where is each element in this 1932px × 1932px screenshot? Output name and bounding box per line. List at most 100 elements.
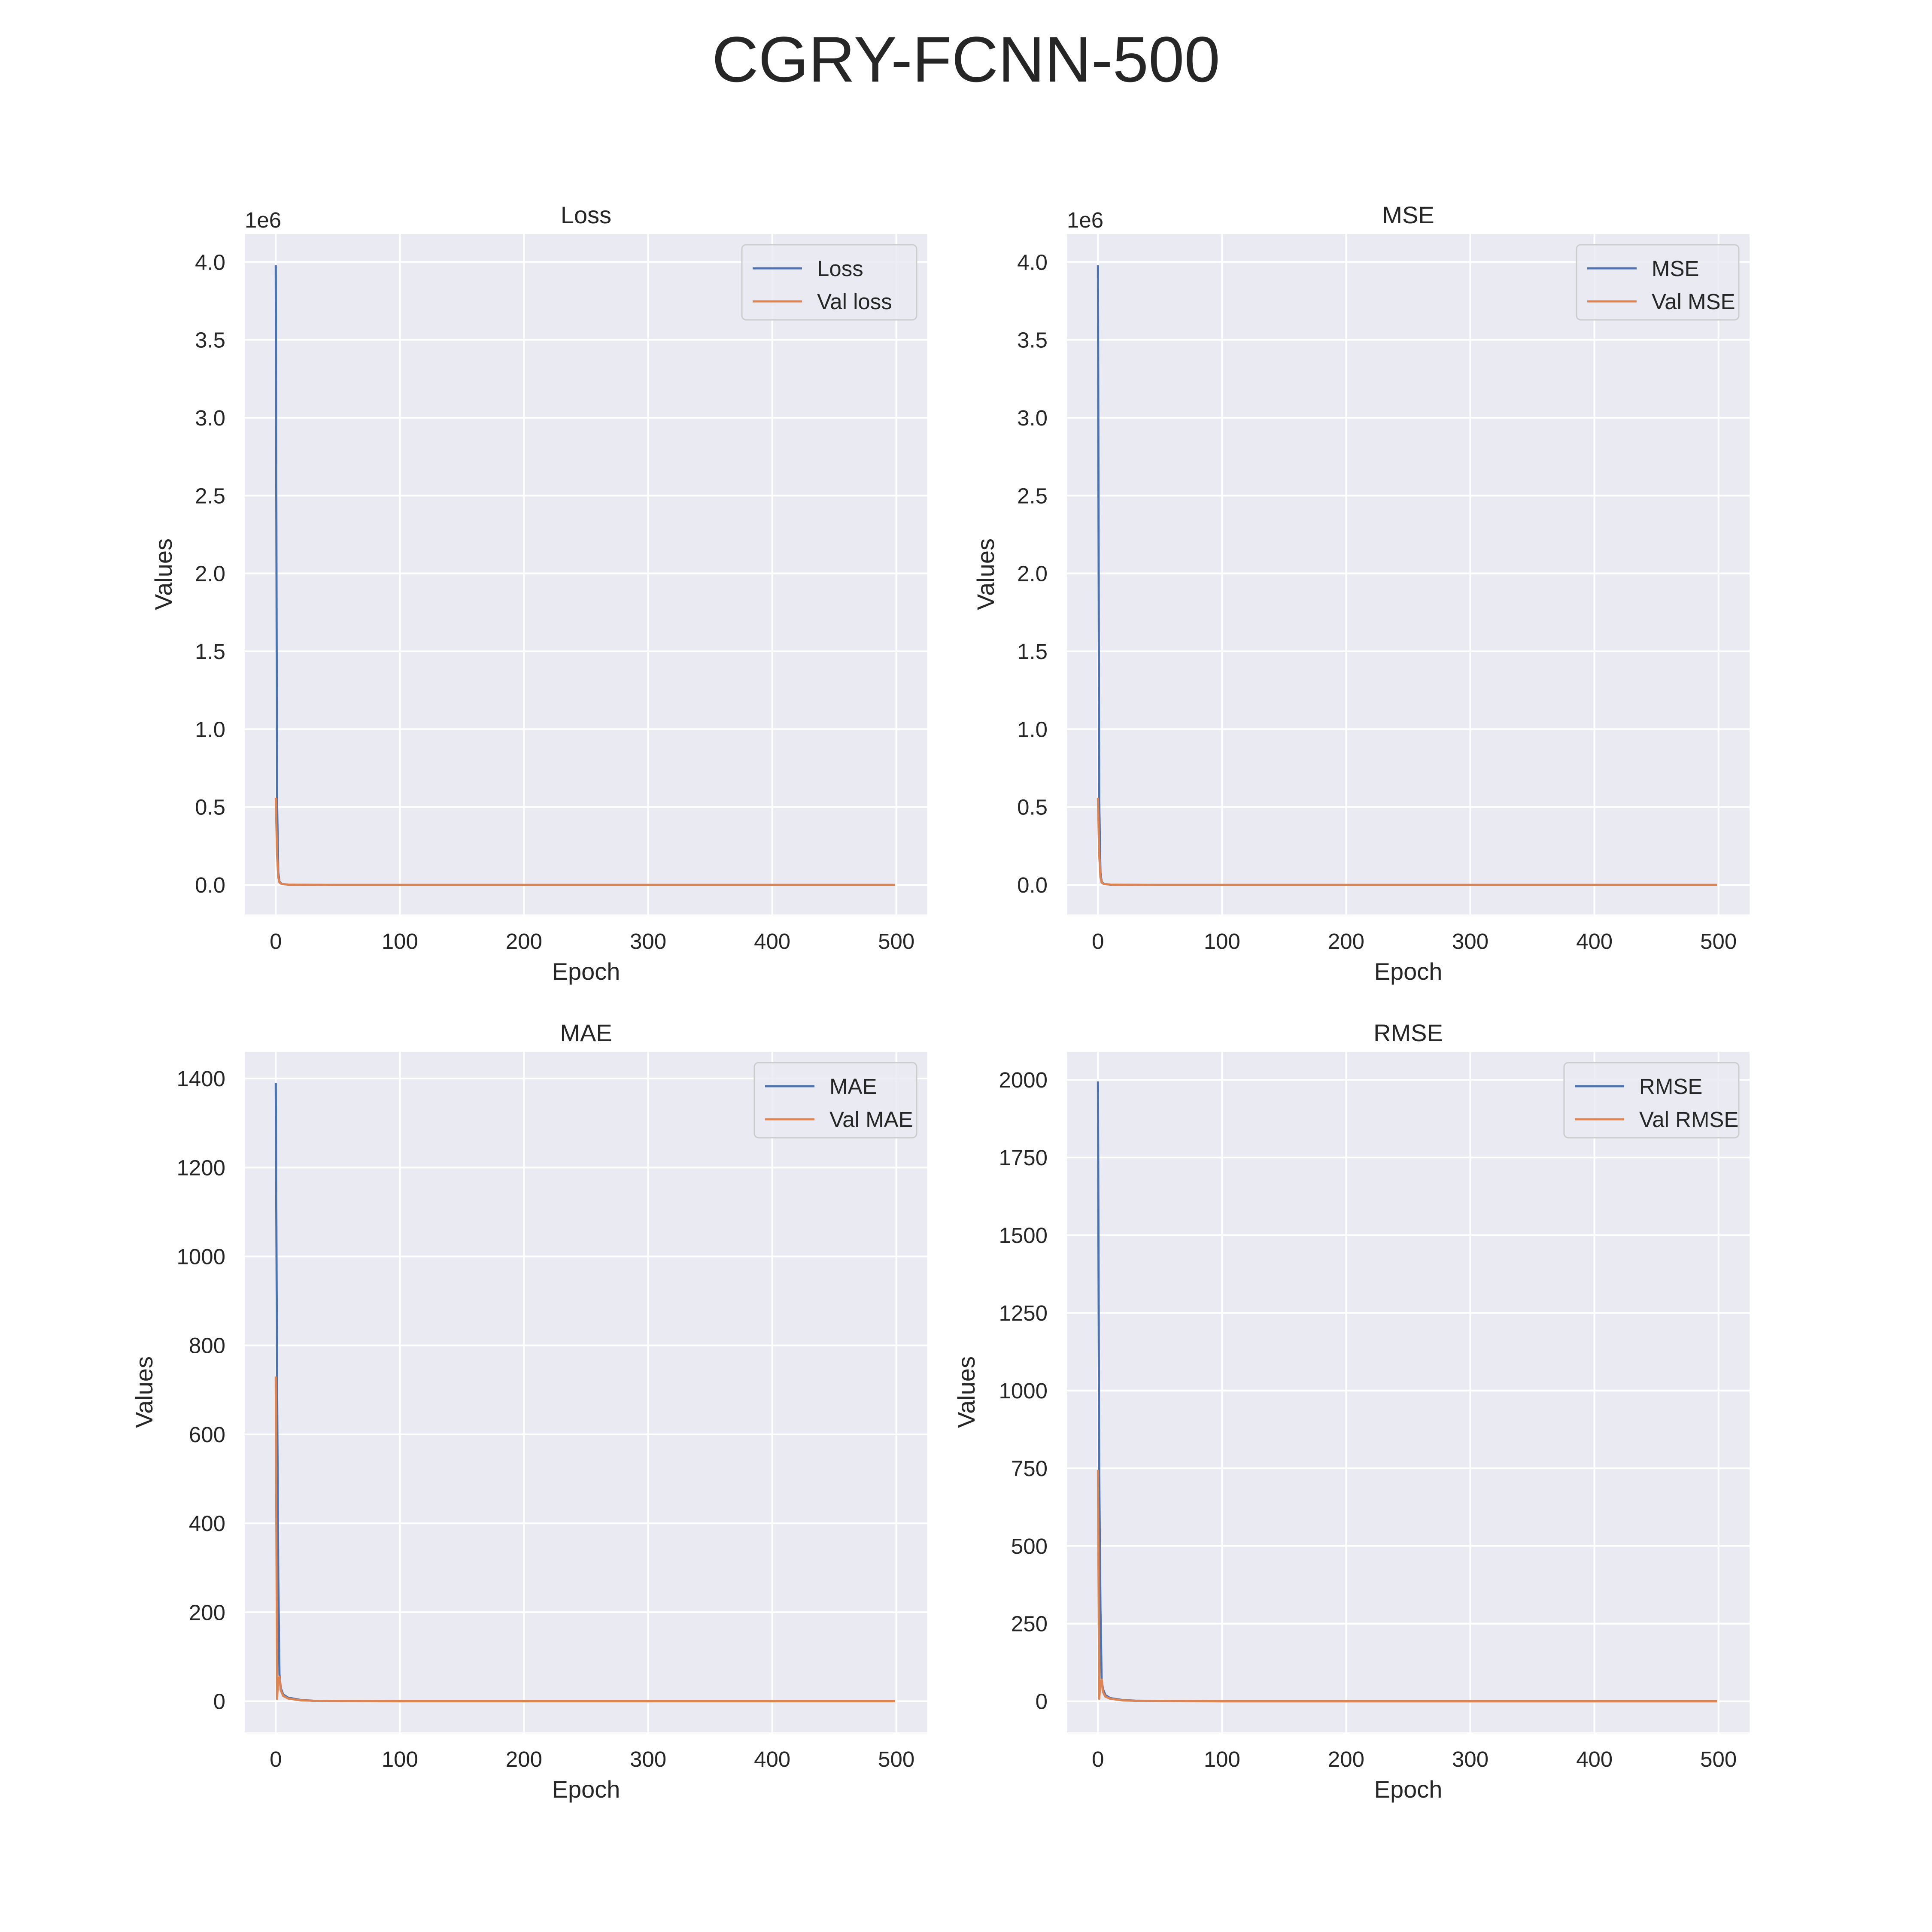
x-tick-label: 300 — [1452, 929, 1488, 954]
x-tick-label: 300 — [1452, 1747, 1488, 1771]
legend-label: Loss — [817, 256, 863, 281]
x-axis-label: Epoch — [1374, 958, 1443, 985]
figure-title: CGRY-FCNN-500 — [712, 23, 1220, 95]
series-group — [1097, 1081, 1717, 1703]
y-tick-label: 1250 — [999, 1301, 1048, 1325]
y-axis-label: Values — [972, 538, 999, 610]
y-tick-label: 2.5 — [1017, 483, 1048, 508]
y-tick-label: 1500 — [999, 1223, 1048, 1248]
x-tick-label: 200 — [506, 1747, 542, 1771]
y-tick-label: 0.5 — [1017, 795, 1048, 820]
legend-label: Val RMSE — [1639, 1107, 1738, 1132]
y-tick-label: 2000 — [999, 1068, 1048, 1092]
x-axis-label: Epoch — [552, 1776, 620, 1803]
y-tick-label: 3.5 — [195, 328, 225, 352]
y-tick-label: 2.5 — [195, 483, 225, 508]
legend-label: MSE — [1652, 256, 1699, 281]
x-tick-label: 100 — [1204, 1747, 1240, 1771]
y-tick-label: 1200 — [177, 1155, 225, 1180]
y-axis-label: Values — [150, 538, 177, 610]
x-axis-label: Epoch — [1374, 1776, 1443, 1803]
legend-label: Val loss — [817, 289, 892, 314]
y-tick-label: 0 — [1036, 1689, 1048, 1714]
x-tick-label: 300 — [630, 929, 666, 954]
x-tick-label: 400 — [754, 929, 790, 954]
x-tick-label: 400 — [754, 1747, 790, 1771]
y-tick-label: 250 — [1011, 1612, 1048, 1636]
y-offset-text: 1e6 — [1067, 208, 1103, 232]
y-tick-label: 3.0 — [1017, 406, 1048, 430]
x-tick-label: 200 — [1328, 1747, 1364, 1771]
y-tick-label: 400 — [189, 1511, 225, 1536]
legend: MAE Val MAE — [753, 1062, 917, 1139]
legend: Loss Val loss — [741, 244, 917, 321]
panel-mse: 0 100 200 300 400 500 0.0 0.5 1.0 1.5 2.0 2.5 3.0 3.5… — [972, 201, 1750, 985]
y-tick-label: 1000 — [999, 1379, 1048, 1403]
y-tick-label: 0.0 — [195, 873, 225, 897]
panel-loss: 0 100 200 300 400 500 0.0 0.5 1.0 1.5 2.0 2.5 3.0 3.5… — [150, 201, 927, 985]
x-tick-label: 500 — [878, 1747, 914, 1771]
panels: 0 100 200 300 400 500 0.0 0.5 1.0 1.5 2.0 2.5 3.0 3.5… — [131, 201, 1750, 1803]
x-tick-label: 100 — [1204, 929, 1240, 954]
y-tick-label: 1.5 — [195, 639, 225, 664]
y-tick-label: 200 — [189, 1600, 225, 1625]
y-tick-label: 1000 — [177, 1245, 225, 1269]
y-tick-label: 1.0 — [1017, 717, 1048, 741]
series-group — [274, 265, 895, 886]
y-tick-label: 2.0 — [1017, 562, 1048, 586]
series-group — [1097, 265, 1717, 886]
x-tick-label: 0 — [1092, 929, 1104, 954]
y-tick-label: 1400 — [177, 1066, 225, 1091]
series-group — [274, 1083, 895, 1702]
plot-area — [245, 1052, 927, 1732]
series-line-val-mae — [274, 1376, 895, 1702]
y-tick-label: 1.5 — [1017, 639, 1048, 664]
series-line-val-mse — [1097, 797, 1717, 886]
legend-label: Val MAE — [829, 1107, 913, 1132]
subplot-title: RMSE — [1373, 1019, 1443, 1046]
y-tick-label: 4.0 — [1017, 250, 1048, 274]
x-tick-label: 200 — [506, 929, 542, 954]
y-tick-label: 0.5 — [195, 795, 225, 820]
series-line-val-loss — [274, 797, 895, 886]
y-tick-label: 600 — [189, 1422, 225, 1447]
subplot-title: MSE — [1382, 201, 1434, 228]
y-tick-label: 2.0 — [195, 562, 225, 586]
x-tick-label: 200 — [1328, 929, 1364, 954]
plot-area — [1067, 1052, 1750, 1732]
legend: MSE Val MSE — [1576, 244, 1740, 321]
x-tick-label: 0 — [270, 929, 282, 954]
subplot-title: MAE — [560, 1019, 612, 1046]
panel-rmse: 0 100 200 300 400 500 0 250 500 750 1000 1250 1500 17… — [953, 1019, 1750, 1803]
y-tick-label: 3.5 — [1017, 328, 1048, 352]
y-tick-label: 1750 — [999, 1145, 1048, 1170]
y-tick-label: 750 — [1011, 1456, 1048, 1481]
y-tick-label: 500 — [1011, 1534, 1048, 1558]
y-tick-label: 800 — [189, 1334, 225, 1358]
y-tick-label: 0.0 — [1017, 873, 1048, 897]
y-tick-label: 4.0 — [195, 250, 225, 274]
x-tick-label: 0 — [270, 1747, 282, 1771]
x-tick-label: 500 — [878, 929, 914, 954]
panel-mae: 0 100 200 300 400 500 0 200 400 600 800 1000 1200 140… — [131, 1019, 927, 1803]
x-tick-label: 400 — [1576, 1747, 1613, 1771]
legend-label: MAE — [829, 1074, 877, 1099]
series-line-val-rmse — [1097, 1470, 1717, 1703]
x-tick-label: 400 — [1576, 929, 1613, 954]
y-axis-label: Values — [131, 1356, 158, 1428]
x-tick-label: 500 — [1700, 1747, 1737, 1771]
x-axis-label: Epoch — [552, 958, 620, 985]
subplot-title: Loss — [561, 201, 611, 228]
x-tick-label: 500 — [1700, 929, 1737, 954]
y-tick-label: 3.0 — [195, 406, 225, 430]
x-tick-label: 100 — [382, 1747, 418, 1771]
y-axis-label: Values — [953, 1356, 980, 1428]
legend: RMSE Val RMSE — [1563, 1062, 1740, 1139]
x-tick-label: 0 — [1092, 1747, 1104, 1771]
legend-label: Val MSE — [1652, 289, 1735, 314]
x-tick-label: 300 — [630, 1747, 666, 1771]
y-offset-text: 1e6 — [245, 208, 281, 232]
y-tick-label: 1.0 — [195, 717, 225, 741]
legend-label: RMSE — [1639, 1074, 1702, 1099]
